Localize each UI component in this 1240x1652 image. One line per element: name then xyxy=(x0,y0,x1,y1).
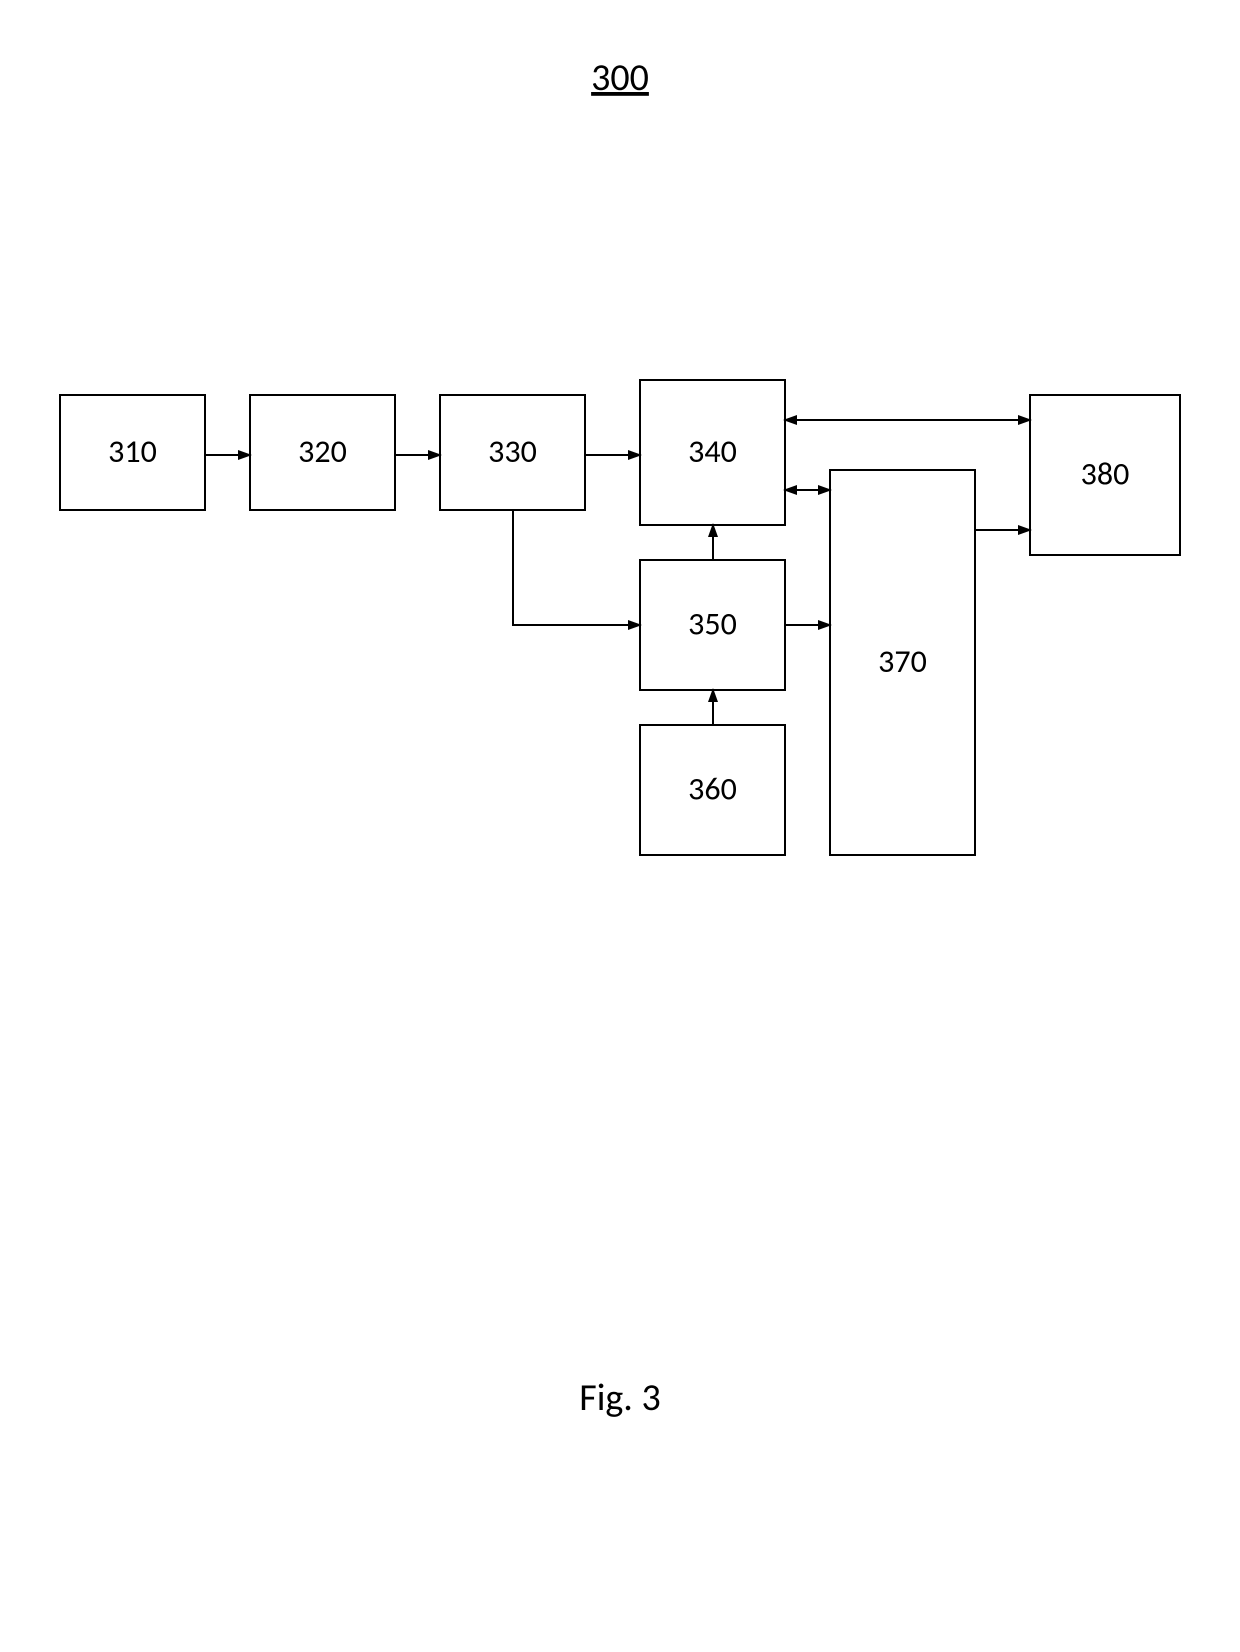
figure-caption: Fig. 3 xyxy=(579,1375,661,1421)
node-310: 310 xyxy=(60,395,205,510)
node-340: 340 xyxy=(640,380,785,525)
node-370: 370 xyxy=(830,470,975,855)
svg-text:310: 310 xyxy=(108,432,157,471)
svg-text:320: 320 xyxy=(298,432,347,471)
node-380: 380 xyxy=(1030,395,1180,555)
figure-title: 300 xyxy=(591,55,649,101)
svg-text:340: 340 xyxy=(688,432,737,471)
svg-text:350: 350 xyxy=(688,605,737,644)
node-320: 320 xyxy=(250,395,395,510)
node-350: 350 xyxy=(640,560,785,690)
svg-text:330: 330 xyxy=(488,432,537,471)
svg-text:360: 360 xyxy=(688,770,737,809)
node-330: 330 xyxy=(440,395,585,510)
svg-text:380: 380 xyxy=(1081,455,1130,494)
node-360: 360 xyxy=(640,725,785,855)
svg-text:370: 370 xyxy=(878,642,927,681)
edge-n330-n350 xyxy=(513,510,640,625)
